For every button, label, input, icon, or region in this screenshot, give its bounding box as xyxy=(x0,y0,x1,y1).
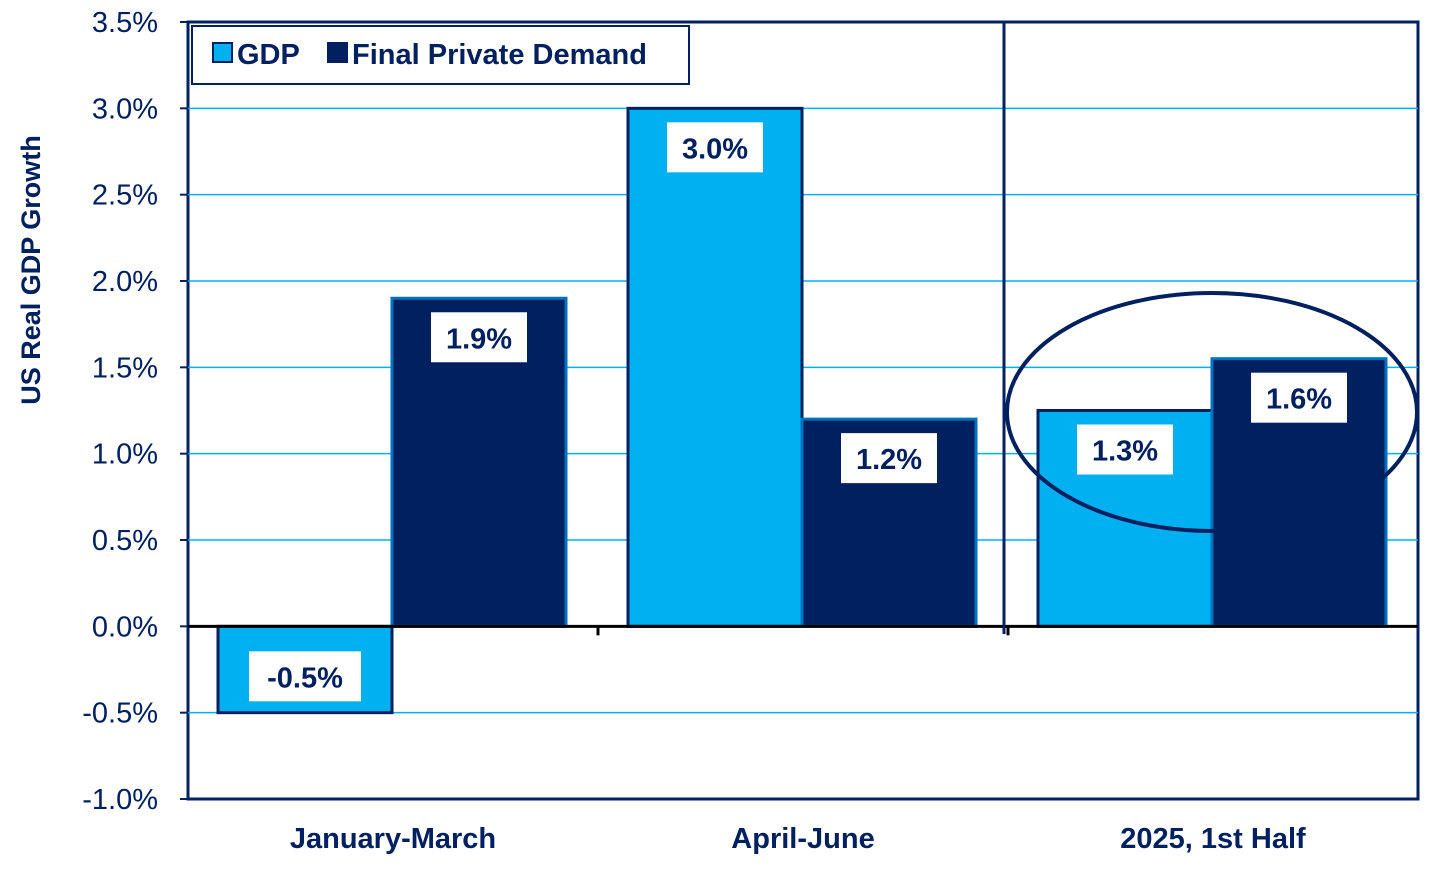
data-label-box xyxy=(841,433,937,484)
y-tick-label: 2.5% xyxy=(92,180,158,212)
legend-label-final-private-demand: Final Private Demand xyxy=(352,39,647,71)
legend-swatch-final-private-demand xyxy=(327,42,348,63)
data-label-box xyxy=(249,651,361,702)
bar-gdp-april-june xyxy=(626,106,804,628)
data-label-box xyxy=(1077,424,1173,475)
y-axis-ticks: 3.5% 3.0% 2.5% 2.0% 1.5% 1.0% 0.5% 0.0% -0.5% -1.… xyxy=(82,7,188,816)
data-label-gdp-2025-1st-half: 1.3% xyxy=(1092,436,1158,468)
data-label-final-private-demand-january-march: 1.9% xyxy=(446,323,512,355)
data-label-final-private-demand-april-june: 1.2% xyxy=(856,444,922,476)
highlight-ellipse xyxy=(1005,291,1419,533)
data-label-box xyxy=(1251,372,1347,423)
data-labels: -0.5% 1.9% 3.0% 1.2% 1.3% 1.6% xyxy=(249,122,1347,702)
y-axis-label: US Real GDP Growth xyxy=(16,135,46,405)
category-labels: January-March April-June 2025, 1st Half xyxy=(290,823,1306,855)
data-label-gdp-april-june: 3.0% xyxy=(682,133,748,165)
y-tick-label: 0.5% xyxy=(92,525,158,557)
y-tick-label: -1.0% xyxy=(82,784,158,816)
y-tick-label: 2.0% xyxy=(92,266,158,298)
y-tick-label: 0.0% xyxy=(92,611,158,643)
y-tick-label: -0.5% xyxy=(82,698,158,730)
bar-final-private-demand-2025-1st-half xyxy=(1210,357,1388,628)
legend-swatch-gdp xyxy=(212,42,233,63)
x-category-label: 2025, 1st Half xyxy=(1120,823,1306,855)
y-tick-label: 1.5% xyxy=(92,352,158,384)
y-tick-label: 3.0% xyxy=(92,93,158,125)
data-label-final-private-demand-2025-1st-half: 1.6% xyxy=(1266,384,1332,416)
data-label-box xyxy=(431,312,527,363)
x-category-label: January-March xyxy=(290,823,496,855)
legend-box xyxy=(191,25,690,85)
x-axis-ticks xyxy=(596,626,1010,636)
data-label-gdp-january-march: -0.5% xyxy=(267,662,343,694)
legend: GDP Final Private Demand xyxy=(191,25,690,85)
x-category-label: April-June xyxy=(731,823,874,855)
legend-label-gdp: GDP xyxy=(237,39,300,71)
data-label-box xyxy=(667,122,763,173)
y-tick-label: 3.5% xyxy=(92,7,158,39)
y-tick-label: 1.0% xyxy=(92,439,158,471)
